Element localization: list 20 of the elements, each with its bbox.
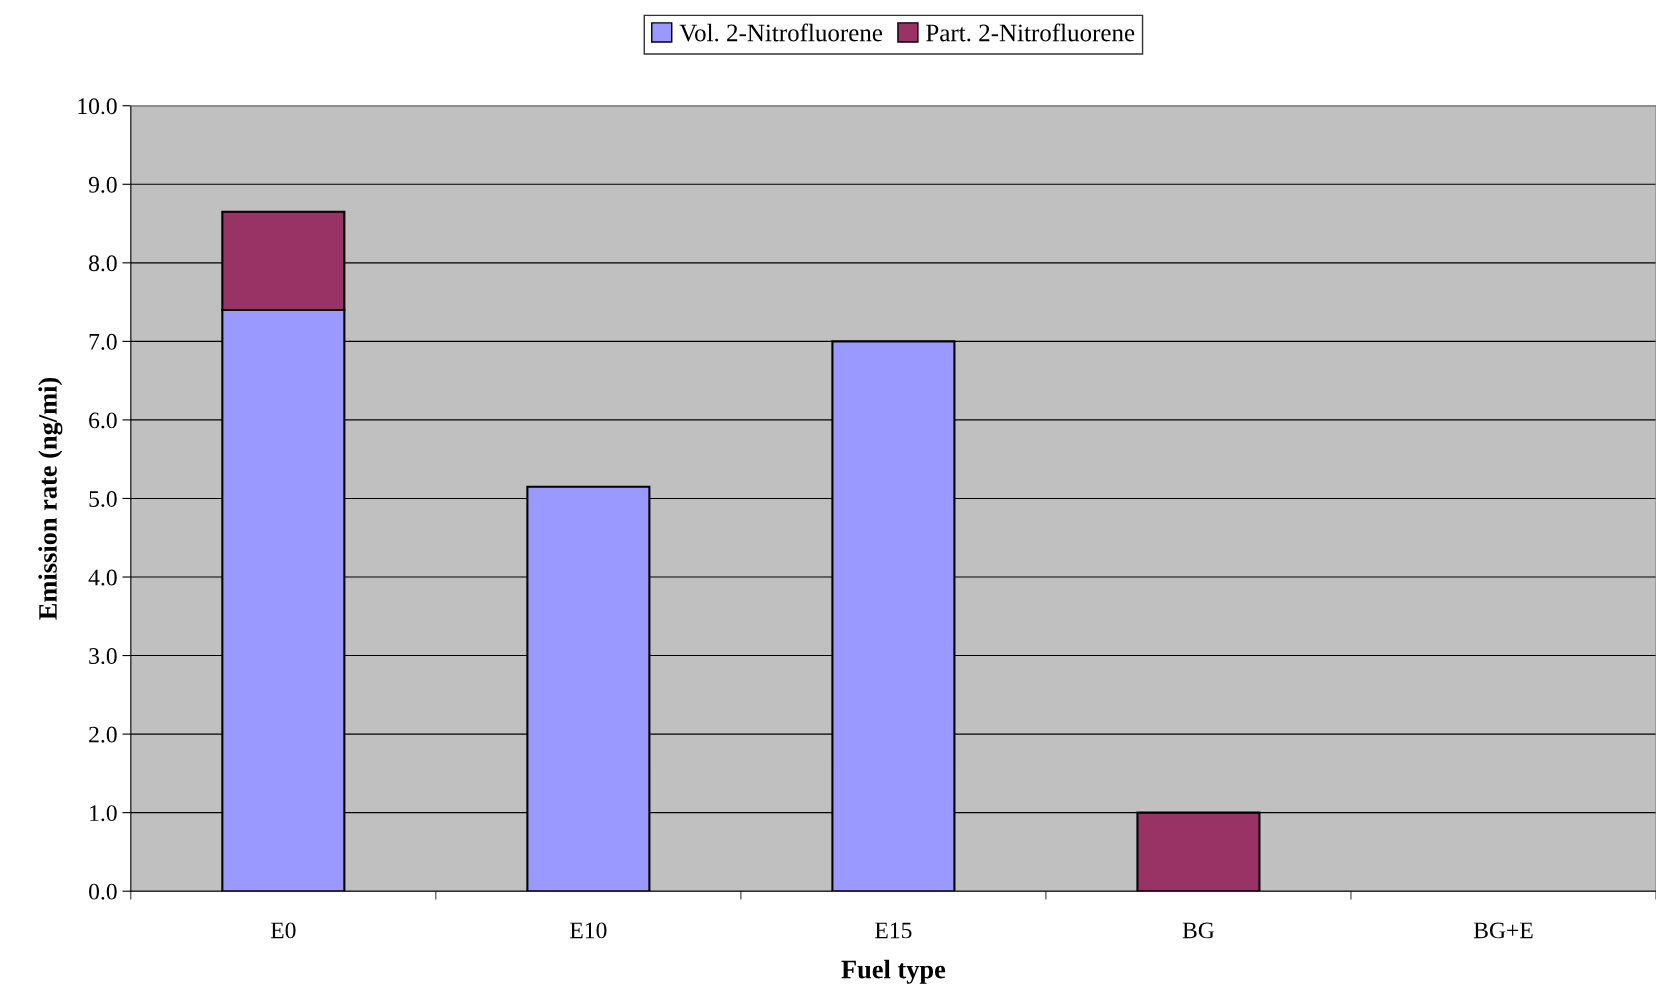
y-tick-label: 7.0 <box>89 333 117 350</box>
y-tick-label: 0.0 <box>89 883 117 900</box>
y-tick-label: 2.0 <box>89 726 117 743</box>
y-tick-label: 9.0 <box>88 176 117 193</box>
y-axis-title: Emission rate (ng/mi) <box>38 377 63 620</box>
x-tick-label: E10 <box>570 922 607 939</box>
y-tick-label: 1.0 <box>90 805 117 822</box>
y-tick-label: 3.0 <box>89 648 117 665</box>
x-tick-label: E0 <box>270 922 296 939</box>
y-tick-label: 4.0 <box>88 569 117 586</box>
x-tick-label: E15 <box>875 922 912 939</box>
x-axis-title: Fuel type <box>841 959 946 984</box>
x-tick-label: BG+E <box>1473 922 1533 939</box>
legend-label: Part. 2-Nitrofluorene <box>926 23 1135 42</box>
y-tick-label: 10.0 <box>78 98 117 115</box>
x-tick-label: BG <box>1182 922 1215 939</box>
y-tick-label: 5.0 <box>89 490 117 507</box>
legend-label: Vol. 2-Nitrofluorene <box>679 23 883 42</box>
y-tick-label: 6.0 <box>89 412 117 429</box>
y-tick-label: 8.0 <box>89 255 117 272</box>
